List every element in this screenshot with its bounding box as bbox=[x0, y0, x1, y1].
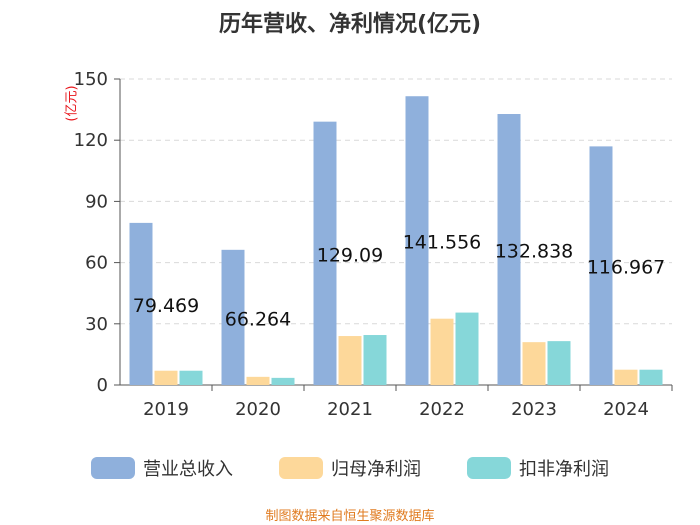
source-note: 制图数据来自恒生聚源数据库 bbox=[265, 509, 435, 524]
y-tick-label: 0 bbox=[97, 375, 108, 396]
x-tick-label: 2024 bbox=[603, 399, 649, 420]
legend-label-net-profit: 归母净利润 bbox=[331, 459, 421, 480]
bar-deducted-profit bbox=[455, 312, 479, 385]
bar-net-profit bbox=[522, 342, 546, 385]
legend-swatch-revenue bbox=[91, 457, 135, 479]
bar-revenue bbox=[589, 146, 613, 385]
bar-revenue bbox=[129, 222, 153, 385]
data-label: 129.09 bbox=[317, 244, 383, 266]
y-tick-label: 150 bbox=[74, 69, 108, 90]
bar-net-profit bbox=[246, 376, 270, 385]
bar-revenue bbox=[405, 96, 429, 385]
legend-swatch-deducted-profit bbox=[467, 457, 511, 479]
bar-revenue bbox=[221, 249, 245, 385]
x-tick-label: 2020 bbox=[235, 399, 281, 420]
x-tick-label: 2023 bbox=[511, 399, 557, 420]
x-tick-label: 2019 bbox=[143, 399, 189, 420]
data-label: 141.556 bbox=[403, 232, 482, 254]
legend-swatch-net-profit bbox=[279, 457, 323, 479]
bar-revenue bbox=[497, 114, 521, 385]
bar-net-profit bbox=[614, 369, 638, 385]
legend-item-net-profit[interactable]: 归母净利润 bbox=[279, 455, 421, 481]
legend: 营业总收入 归母净利润 扣非净利润 bbox=[0, 455, 700, 481]
x-tick-label: 2022 bbox=[419, 399, 465, 420]
bar-deducted-profit bbox=[547, 341, 571, 385]
bar-deducted-profit bbox=[271, 377, 295, 385]
x-tick-label: 2021 bbox=[327, 399, 373, 420]
legend-item-deducted-profit[interactable]: 扣非净利润 bbox=[467, 455, 609, 481]
legend-item-revenue[interactable]: 营业总收入 bbox=[91, 455, 233, 481]
bar-net-profit bbox=[338, 336, 362, 385]
y-tick-label: 30 bbox=[85, 314, 108, 335]
data-label: 116.967 bbox=[587, 257, 666, 279]
data-label: 79.469 bbox=[133, 295, 199, 317]
y-tick-label: 60 bbox=[85, 253, 108, 274]
bar-chart: 0 30 60 90 120 150 2019 79.469 2020 66.264 2021 129… bbox=[74, 69, 673, 420]
data-label: 66.264 bbox=[225, 308, 291, 330]
y-tick-label: 90 bbox=[85, 191, 108, 212]
bar-deducted-profit bbox=[363, 335, 387, 385]
bar-net-profit bbox=[154, 370, 178, 385]
bar-deducted-profit bbox=[639, 369, 663, 385]
bar-revenue bbox=[313, 121, 337, 385]
data-label: 132.838 bbox=[495, 241, 574, 263]
y-tick-label: 120 bbox=[74, 130, 108, 151]
legend-label-revenue: 营业总收入 bbox=[143, 459, 233, 480]
bar-net-profit bbox=[430, 318, 454, 385]
legend-label-deducted-profit: 扣非净利润 bbox=[519, 459, 609, 480]
bar-deducted-profit bbox=[179, 370, 203, 385]
chart-title: 历年营收、净利情况(亿元) bbox=[218, 12, 482, 37]
